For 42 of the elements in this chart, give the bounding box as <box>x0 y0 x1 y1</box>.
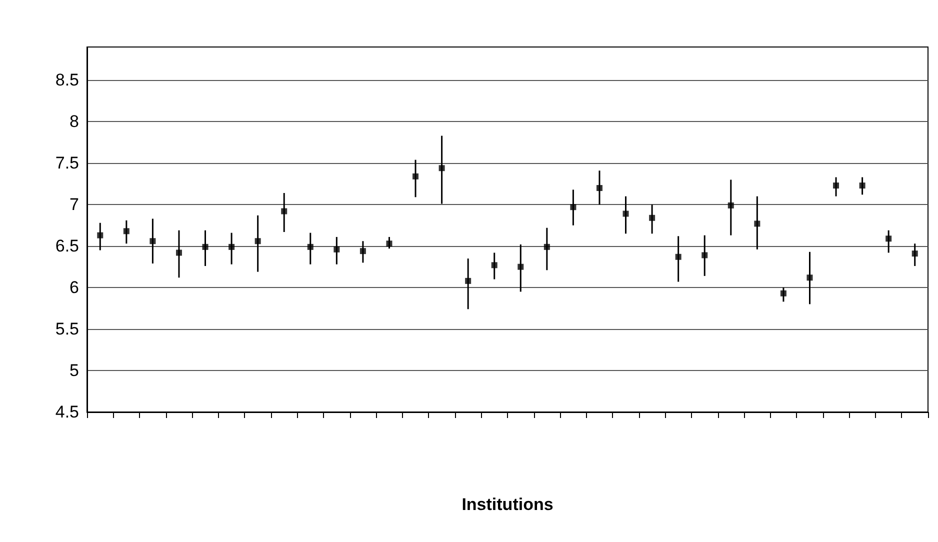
point <box>833 182 840 189</box>
point <box>412 173 419 180</box>
point <box>438 165 445 172</box>
point <box>596 185 602 192</box>
y-tick-label: 5.5 <box>55 320 79 339</box>
point <box>518 264 524 270</box>
y-tick-label: 6.5 <box>55 236 79 256</box>
point <box>622 210 629 217</box>
point <box>334 246 340 252</box>
point <box>544 244 550 250</box>
point <box>912 250 918 257</box>
point <box>780 290 786 296</box>
point <box>465 278 472 284</box>
point <box>491 262 498 268</box>
point <box>754 220 760 227</box>
point <box>202 244 208 250</box>
point <box>97 232 104 238</box>
y-tick-label: 4.5 <box>55 402 79 422</box>
point <box>360 248 366 254</box>
point <box>307 244 314 250</box>
point <box>150 238 156 244</box>
y-tick-label: 8.5 <box>55 70 79 90</box>
point <box>386 240 392 247</box>
point <box>570 204 576 210</box>
point <box>176 250 182 256</box>
point <box>886 236 892 242</box>
point <box>675 254 682 260</box>
point <box>123 228 130 234</box>
x-axis-title: Institutions <box>462 495 554 514</box>
y-tick-label: 5 <box>70 361 79 380</box>
point <box>806 274 813 281</box>
y-tick-label: 7.5 <box>55 154 79 173</box>
point <box>702 252 708 258</box>
y-tick-label: 7 <box>70 195 79 214</box>
point <box>649 214 656 221</box>
y-tick-label: 6 <box>70 278 79 298</box>
point <box>728 202 734 208</box>
point <box>281 208 288 214</box>
point <box>859 182 866 189</box>
point <box>254 238 261 244</box>
point <box>228 244 235 250</box>
y-tick-label: 8 <box>70 112 79 132</box>
